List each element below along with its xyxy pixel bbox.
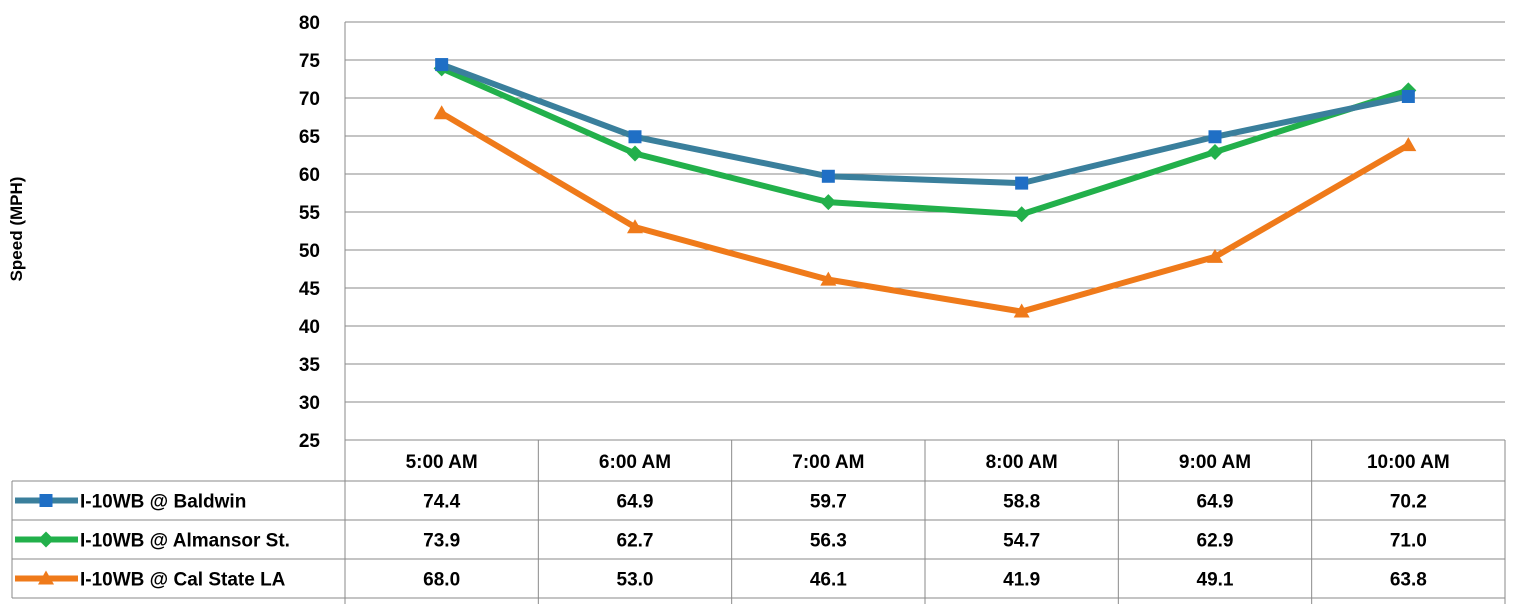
y-tick-label: 60 <box>299 165 320 186</box>
y-tick-label: 75 <box>299 51 321 72</box>
table-value: 53.0 <box>617 570 654 591</box>
data-point <box>820 194 837 211</box>
data-point <box>38 570 54 585</box>
y-tick-label: 30 <box>299 393 320 414</box>
data-point <box>1207 143 1223 160</box>
table-value: 70.2 <box>1390 492 1427 513</box>
table-value: 49.1 <box>1197 570 1234 591</box>
data-point <box>38 531 54 548</box>
table-value: 73.9 <box>423 531 460 552</box>
series-lines <box>433 58 1417 318</box>
legend-label: I-10WB @ Almansor St. <box>80 531 290 552</box>
series-group <box>433 105 1417 318</box>
x-tick-label: 8:00 AM <box>986 452 1058 473</box>
data-point <box>627 219 643 234</box>
y-tick-label: 35 <box>299 355 321 376</box>
data-point <box>1013 206 1030 223</box>
legend-label: I-10WB @ Baldwin <box>80 492 246 513</box>
x-tick-label: 10:00 AM <box>1367 452 1450 473</box>
data-point <box>1013 303 1030 318</box>
data-table: 5:00 AM 6:00 AM 7:00 AM 8:00 AM 9:00 AM 10:00… <box>11 22 1506 604</box>
y-tick-label: 70 <box>299 89 320 110</box>
data-point <box>39 494 53 507</box>
data-point <box>1400 137 1417 152</box>
table-value: 62.9 <box>1197 531 1234 552</box>
y-tick-label: 80 <box>299 13 320 34</box>
series-line <box>438 65 1412 218</box>
data-point <box>1401 89 1415 103</box>
series-line <box>438 110 1412 315</box>
y-tick-label: 50 <box>299 241 320 262</box>
table-value: 41.9 <box>1003 570 1040 591</box>
table-value: 54.7 <box>1003 531 1040 552</box>
table-value: 63.8 <box>1390 570 1427 591</box>
table-value: 58.8 <box>1003 492 1040 513</box>
data-point <box>433 105 450 120</box>
data-point <box>1208 130 1222 144</box>
x-tick-label: 5:00 AM <box>406 452 478 473</box>
data-point <box>1207 248 1223 263</box>
series-line <box>438 61 1412 187</box>
gridlines <box>345 21 1505 441</box>
table-value: 56.3 <box>810 531 847 552</box>
table-value: 68.0 <box>423 570 460 591</box>
y-tick-label: 55 <box>299 203 321 224</box>
data-point <box>820 271 837 286</box>
y-tick-label: 65 <box>299 127 321 148</box>
x-tick-label: 9:00 AM <box>1179 452 1251 473</box>
data-point <box>627 145 643 162</box>
table-value: 64.9 <box>617 492 654 513</box>
table-value: 59.7 <box>810 492 847 513</box>
data-point <box>435 58 449 72</box>
table-value: 64.9 <box>1197 492 1234 513</box>
data-point <box>1015 176 1029 190</box>
x-tick-label: 6:00 AM <box>599 452 671 473</box>
series-group <box>435 58 1415 190</box>
y-axis-title: Speed (MPH) <box>7 177 26 282</box>
y-axis-ticks: 80 75 70 65 60 55 50 45 40 35 30 25 <box>299 13 321 452</box>
data-point <box>821 169 835 183</box>
y-tick-label: 25 <box>299 431 321 452</box>
x-tick-label: 7:00 AM <box>792 452 864 473</box>
table-value: 74.4 <box>423 492 460 513</box>
y-tick-label: 40 <box>299 317 320 338</box>
table-value: 46.1 <box>810 570 847 591</box>
legend-label: I-10WB @ Cal State LA <box>80 570 286 591</box>
data-point <box>628 130 642 144</box>
table-value: 71.0 <box>1390 531 1427 552</box>
table-value: 62.7 <box>617 531 654 552</box>
y-tick-label: 45 <box>299 279 321 300</box>
